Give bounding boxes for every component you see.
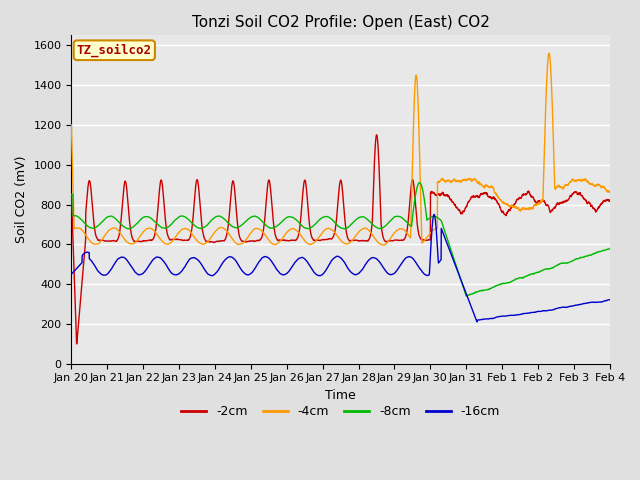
Text: TZ_soilco2: TZ_soilco2 — [77, 44, 152, 57]
Title: Tonzi Soil CO2 Profile: Open (East) CO2: Tonzi Soil CO2 Profile: Open (East) CO2 — [192, 15, 490, 30]
Legend: -2cm, -4cm, -8cm, -16cm: -2cm, -4cm, -8cm, -16cm — [176, 400, 505, 423]
Y-axis label: Soil CO2 (mV): Soil CO2 (mV) — [15, 156, 28, 243]
X-axis label: Time: Time — [325, 389, 356, 402]
